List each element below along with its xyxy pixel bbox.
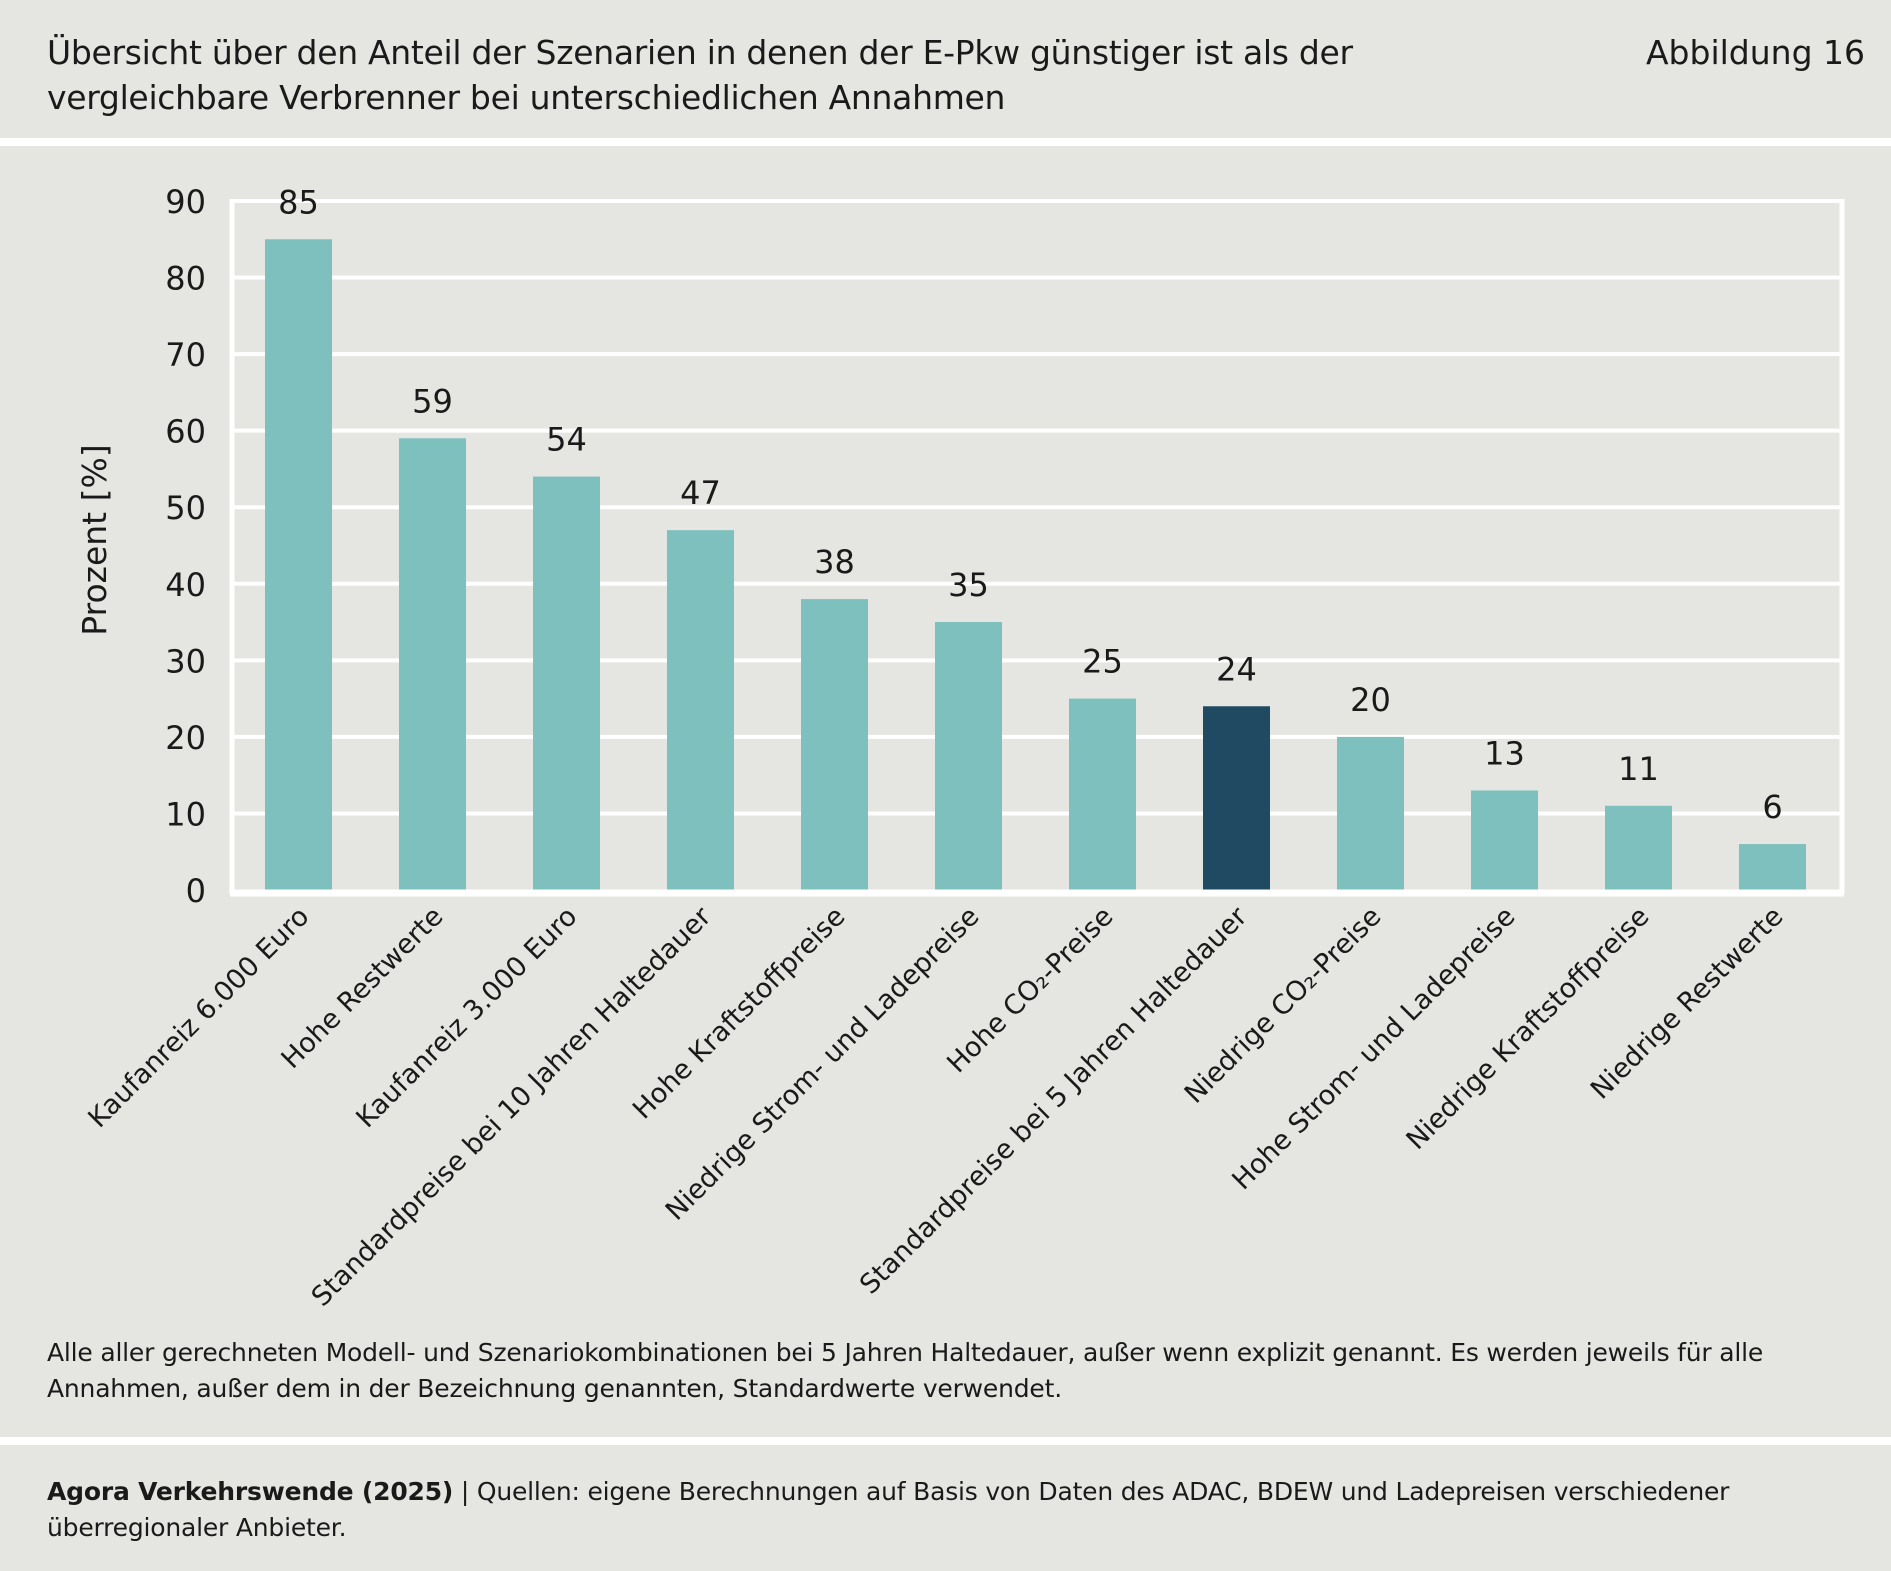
bar [667, 530, 734, 890]
value-label: 6 [1762, 788, 1782, 826]
bar [399, 438, 466, 890]
value-label: 47 [680, 474, 721, 512]
bar [1605, 805, 1672, 890]
y-tick-label: 40 [165, 566, 206, 604]
bar [935, 622, 1002, 890]
y-tick-label: 50 [165, 489, 206, 527]
y-tick-label: 0 [186, 872, 206, 910]
value-labels: 85 59 54 47 38 35 25 24 20 13 11 6 [278, 183, 1783, 826]
bar [533, 476, 600, 890]
bars [265, 239, 1806, 890]
y-tick-label: 10 [165, 795, 206, 833]
axes [229, 199, 1845, 897]
bar [1739, 844, 1806, 890]
source-text: Quellen: eigene Berechnungen auf Basis v… [47, 1477, 1730, 1542]
chart-title: Übersicht über den Anteil der Szenarien … [47, 33, 1353, 117]
header-divider [0, 138, 1891, 146]
bar-highlight [1203, 706, 1270, 890]
bar [1337, 736, 1404, 890]
x-tick-label: Kaufanreiz 3.000 Euro [350, 901, 583, 1134]
value-label: 24 [1216, 650, 1257, 688]
x-tick-label: Niedrige Kraftstoffpreise [1400, 901, 1655, 1156]
bar [1471, 790, 1538, 890]
value-label: 35 [948, 566, 989, 604]
source-separator: | [453, 1477, 477, 1506]
y-axis-label: Prozent [%] [75, 444, 114, 635]
y-tick-label: 60 [165, 413, 206, 451]
y-tick-label: 90 [165, 183, 206, 221]
y-tick-label: 20 [165, 719, 206, 757]
value-label: 59 [412, 382, 453, 420]
y-tick-labels: 0 10 20 30 40 50 60 70 80 90 [165, 183, 206, 910]
value-label: 85 [278, 183, 319, 221]
value-label: 13 [1484, 734, 1525, 772]
bar [801, 599, 868, 890]
bar [265, 239, 332, 890]
gridlines [232, 199, 1842, 816]
value-label: 54 [546, 421, 587, 459]
x-tick-label: Hohe Strom- und Ladepreise [1226, 901, 1521, 1196]
figure-label: Abbildung 16 [1645, 33, 1865, 72]
bar-chart: 85 59 54 47 38 35 25 24 20 13 11 6 0 10 20 30 40 50 60 70 8… [75, 183, 1845, 1313]
source-line: Agora Verkehrswende (2025) | Quellen: ei… [47, 1474, 1847, 1546]
value-label: 25 [1082, 643, 1123, 681]
footnote: Alle aller gerechneten Modell- und Szena… [47, 1338, 1764, 1403]
y-tick-label: 30 [165, 642, 206, 680]
value-label: 38 [814, 543, 855, 581]
y-tick-label: 70 [165, 336, 206, 374]
y-tick-label: 80 [165, 260, 206, 298]
source-author: Agora Verkehrswende (2025) [47, 1477, 454, 1506]
bar [1069, 698, 1136, 890]
footer-divider [0, 1437, 1891, 1445]
x-tick-label: Kaufanreiz 6.000 Euro [82, 901, 315, 1134]
value-label: 20 [1350, 681, 1391, 719]
value-label: 11 [1618, 750, 1659, 788]
